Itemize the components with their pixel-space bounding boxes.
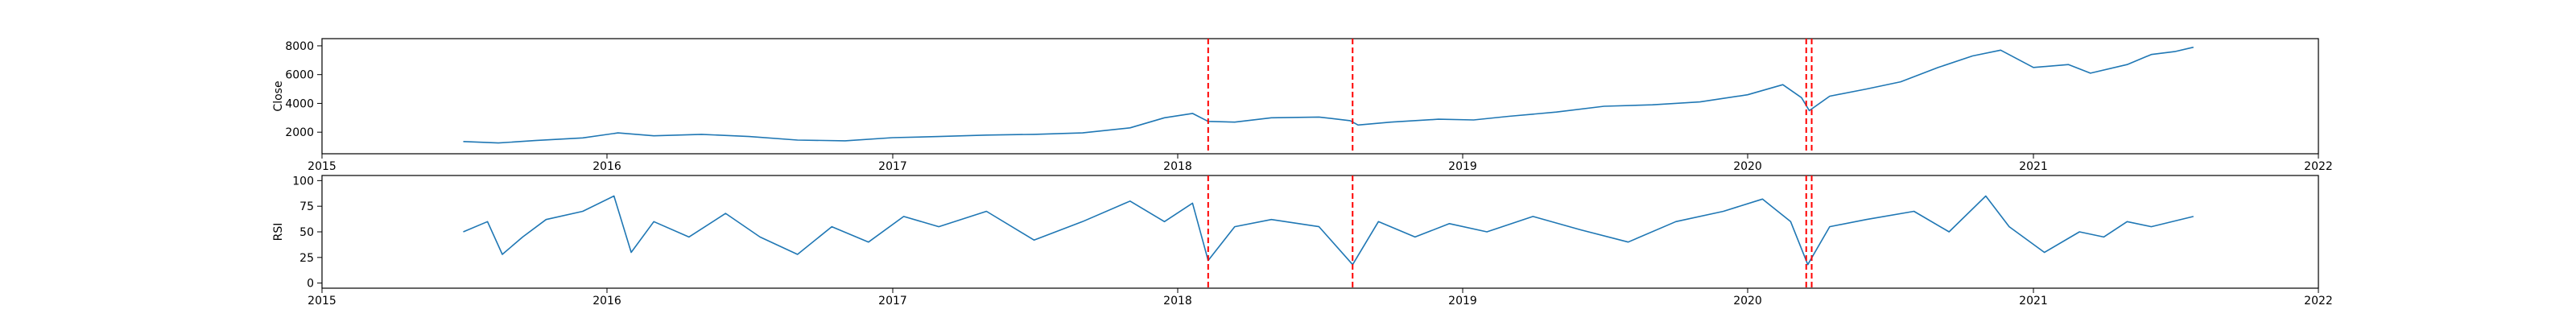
- y-tick-label: 4000: [285, 97, 314, 110]
- y-tick-label: 2000: [285, 126, 314, 139]
- series-line: [463, 46, 2194, 144]
- y-tick-label: 0: [307, 278, 314, 291]
- rsi-panel: 2015 2016 2017 2018 2019 2020 2021 2022 0 25 50 75 1…: [272, 175, 2333, 308]
- y-tick-label: 25: [299, 252, 314, 265]
- x-tick-label: 2020: [1733, 160, 1762, 173]
- x-tick-label: 2015: [308, 295, 336, 308]
- y-tick-label: 75: [299, 200, 314, 213]
- x-tick-label: 2016: [592, 295, 621, 308]
- x-tick-label: 2018: [1163, 160, 1192, 173]
- plot-frame: [321, 38, 2319, 155]
- x-tick-label: 2015: [308, 160, 336, 173]
- x-tick-label: 2019: [1448, 160, 1477, 173]
- plot-frame: [321, 175, 2319, 289]
- y-axis-label: Close: [272, 80, 285, 111]
- y-tick-label: 6000: [285, 69, 314, 82]
- x-tick-label: 2019: [1448, 295, 1477, 308]
- y-tick-label: 100: [292, 175, 314, 188]
- x-tick-label: 2022: [2304, 295, 2333, 308]
- y-tick-label: 8000: [285, 40, 314, 53]
- x-tick-label: 2021: [2019, 160, 2048, 173]
- y-tick-label: 50: [299, 226, 314, 239]
- x-tick-label: 2017: [878, 295, 907, 308]
- x-tick-label: 2021: [2019, 295, 2048, 308]
- x-tick-label: 2016: [592, 160, 621, 173]
- x-tick-label: 2017: [878, 160, 907, 173]
- x-tick-label: 2020: [1733, 295, 1762, 308]
- y-axis-label: RSI: [272, 223, 285, 242]
- x-tick-label: 2018: [1163, 295, 1192, 308]
- x-tick-label: 2022: [2304, 160, 2333, 173]
- series-line: [463, 195, 2194, 266]
- close-panel: 2015 2016 2017 2018 2019 2020 2021 2022 2000 4000…: [272, 38, 2333, 173]
